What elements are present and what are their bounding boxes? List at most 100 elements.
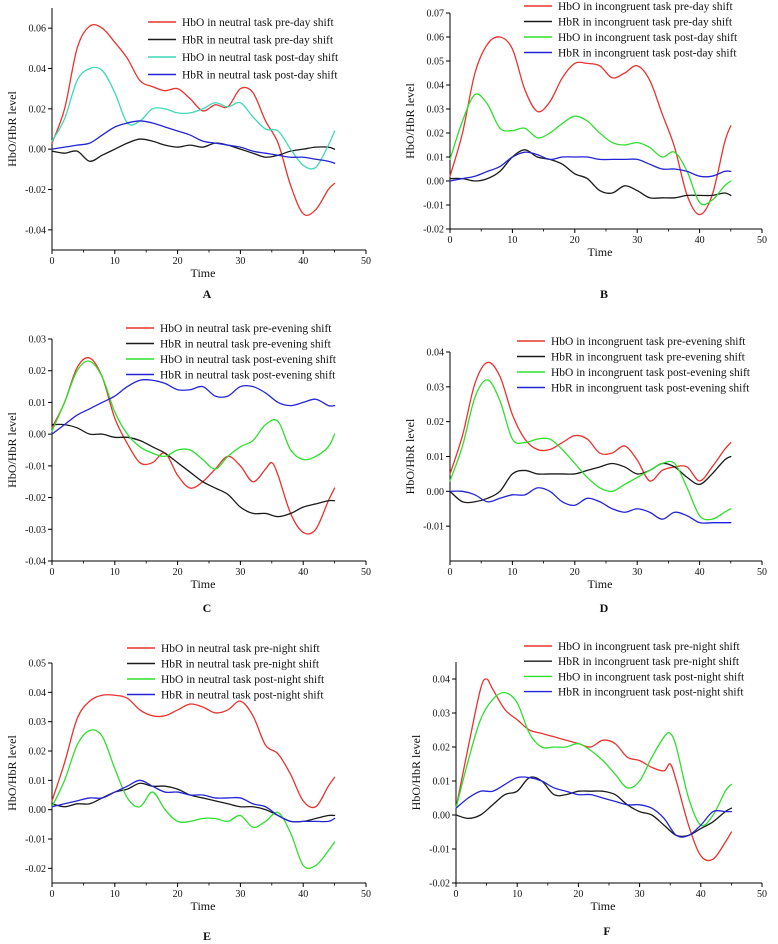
series-line-blue bbox=[449, 487, 732, 524]
y-tick-label: 0.03 bbox=[427, 105, 445, 116]
y-axis-title: HbO/HbR level bbox=[5, 91, 19, 167]
legend-label: HbO in incongruent task pre-night shift bbox=[558, 641, 741, 653]
y-tick-label: 0.01 bbox=[29, 398, 47, 409]
y-tick-label: 0.04 bbox=[427, 348, 445, 359]
series-line-black bbox=[51, 423, 336, 518]
x-tick-label: 10 bbox=[512, 889, 522, 900]
series-line-red bbox=[449, 36, 732, 216]
legend-label: HbO in neutral task pre-evening shift bbox=[160, 323, 332, 335]
x-tick-label: 40 bbox=[298, 256, 308, 267]
series-line-red bbox=[455, 678, 733, 862]
x-tick-label: 0 bbox=[50, 256, 55, 267]
legend-label: HbR in incongruent task post-evening shi… bbox=[551, 383, 750, 395]
legend-label: HbR in neutral task pre-day shift bbox=[182, 35, 334, 47]
legend-label: HbO in incongruent task post-day shift bbox=[558, 32, 738, 44]
series-line-green bbox=[51, 360, 336, 470]
series-line-black bbox=[449, 455, 732, 504]
y-tick-label: 0.00 bbox=[29, 430, 47, 441]
y-tick-label: 0.05 bbox=[29, 659, 47, 670]
x-axis-title: Time bbox=[191, 266, 216, 280]
x-tick-label: 20 bbox=[573, 889, 583, 900]
y-tick-label: 0.00 bbox=[29, 805, 47, 816]
y-tick-label: 0.02 bbox=[433, 743, 451, 754]
x-axis-title: Time bbox=[591, 899, 616, 913]
x-tick-label: 10 bbox=[507, 567, 517, 578]
y-tick-label: 0.00 bbox=[427, 177, 445, 188]
legend-label: HbR in neutral task pre-evening shift bbox=[160, 339, 332, 351]
x-tick-label: 10 bbox=[110, 256, 120, 267]
x-tick-label: 0 bbox=[50, 567, 55, 578]
x-tick-label: 50 bbox=[361, 567, 371, 578]
y-tick-label: -0.02 bbox=[25, 864, 46, 875]
x-tick-label: 40 bbox=[298, 567, 308, 578]
legend-label: HbO in neutral task post-day shift bbox=[182, 52, 339, 64]
x-axis-title: Time bbox=[588, 577, 613, 591]
x-axis-title: Time bbox=[191, 899, 216, 913]
chart-panel-a: 0 10 20 30 40 50 -0.04 -0.02 0.00 0.02 0.04 0.06 Tim… bbox=[5, 8, 371, 301]
series-line-red bbox=[51, 357, 336, 535]
legend-label: HbR in neutral task pre-night shift bbox=[161, 659, 320, 671]
legend-label: HbR in incongruent task pre-evening shif… bbox=[551, 352, 746, 364]
panel-letter: D bbox=[600, 601, 609, 615]
x-tick-label: 40 bbox=[695, 235, 705, 246]
x-tick-label: 10 bbox=[110, 567, 120, 578]
y-axis-title: HbO/HbR level bbox=[403, 418, 417, 494]
y-tick-label: 0.04 bbox=[433, 675, 451, 686]
x-tick-label: 50 bbox=[361, 256, 371, 267]
y-axis-title: HbO/HbR level bbox=[5, 412, 19, 488]
panel-letter: E bbox=[203, 929, 211, 943]
chart-panel-b: 0 10 20 30 40 50 -0.02 -0.01 0.00 0.01 0.02 0.03 0.0… bbox=[403, 1, 767, 301]
legend-label: HbR in incongruent task post-day shift bbox=[558, 48, 737, 60]
legend-label: HbR in incongruent task post-night shift bbox=[558, 687, 744, 699]
series-line-blue bbox=[449, 151, 732, 182]
y-tick-label: 0.06 bbox=[29, 24, 47, 35]
x-tick-label: 30 bbox=[235, 256, 245, 267]
panel-letter: C bbox=[203, 601, 212, 615]
x-tick-label: 20 bbox=[570, 235, 580, 246]
legend-label: HbR in neutral task post-night shift bbox=[161, 690, 324, 702]
y-tick-label: -0.01 bbox=[429, 845, 450, 856]
legend-label: HbO in neutral task post-evening shift bbox=[160, 354, 337, 366]
legend-label: HbO in incongruent task pre-day shift bbox=[558, 1, 734, 13]
series-line-red bbox=[51, 694, 336, 809]
x-tick-label: 0 bbox=[50, 889, 55, 900]
legend-label: HbR in incongruent task pre-day shift bbox=[558, 17, 733, 29]
series-line-green bbox=[455, 691, 733, 827]
series-line-blue bbox=[455, 776, 733, 838]
y-tick-label: -0.02 bbox=[429, 879, 450, 890]
y-tick-label: 0.02 bbox=[29, 747, 47, 758]
series-line-blue bbox=[51, 378, 336, 435]
panel-letter: F bbox=[603, 924, 610, 938]
x-tick-label: 50 bbox=[757, 567, 767, 578]
legend-label: HbR in neutral task post-day shift bbox=[182, 70, 338, 82]
x-tick-label: 30 bbox=[235, 567, 245, 578]
chart-panel-c: 0 10 20 30 40 50 -0.04 -0.03 -0.02 -0.01 0.00 0.01 0… bbox=[5, 323, 371, 615]
y-tick-label: 0.02 bbox=[427, 417, 445, 428]
x-tick-label: 20 bbox=[570, 567, 580, 578]
y-tick-label: 0.04 bbox=[29, 688, 47, 699]
series-line-blue bbox=[51, 779, 336, 823]
series-line-black bbox=[51, 782, 336, 823]
x-tick-label: 20 bbox=[173, 889, 183, 900]
y-tick-label: 0.07 bbox=[427, 9, 445, 20]
chart-panel-e: 0 10 20 30 40 50 -0.02 -0.01 0.00 0.01 0.02 0.03 0.0… bbox=[5, 643, 371, 943]
legend-label: HbO in neutral task post-night shift bbox=[161, 674, 325, 686]
y-tick-label: 0.03 bbox=[433, 709, 451, 720]
y-tick-label: -0.01 bbox=[25, 835, 46, 846]
x-tick-label: 0 bbox=[454, 889, 459, 900]
panel-letter: A bbox=[203, 287, 212, 301]
y-tick-label: 0.01 bbox=[427, 153, 445, 164]
x-tick-label: 30 bbox=[235, 889, 245, 900]
series-line-black bbox=[51, 138, 336, 162]
y-tick-label: -0.01 bbox=[423, 201, 444, 212]
chart-panel-d: 0 10 20 30 40 50 -0.01 0.00 0.01 0.02 0.03 0.04 Time… bbox=[403, 336, 767, 615]
y-tick-label: 0.01 bbox=[433, 777, 451, 788]
y-tick-label: 0.03 bbox=[427, 382, 445, 393]
y-tick-label: 0.05 bbox=[427, 57, 445, 68]
y-tick-label: -0.02 bbox=[423, 225, 444, 236]
legend-label: HbO in incongruent task post-night shift bbox=[558, 671, 745, 683]
x-tick-label: 30 bbox=[635, 889, 645, 900]
series-line-blue bbox=[51, 120, 336, 164]
y-tick-label: 0.00 bbox=[29, 145, 47, 156]
